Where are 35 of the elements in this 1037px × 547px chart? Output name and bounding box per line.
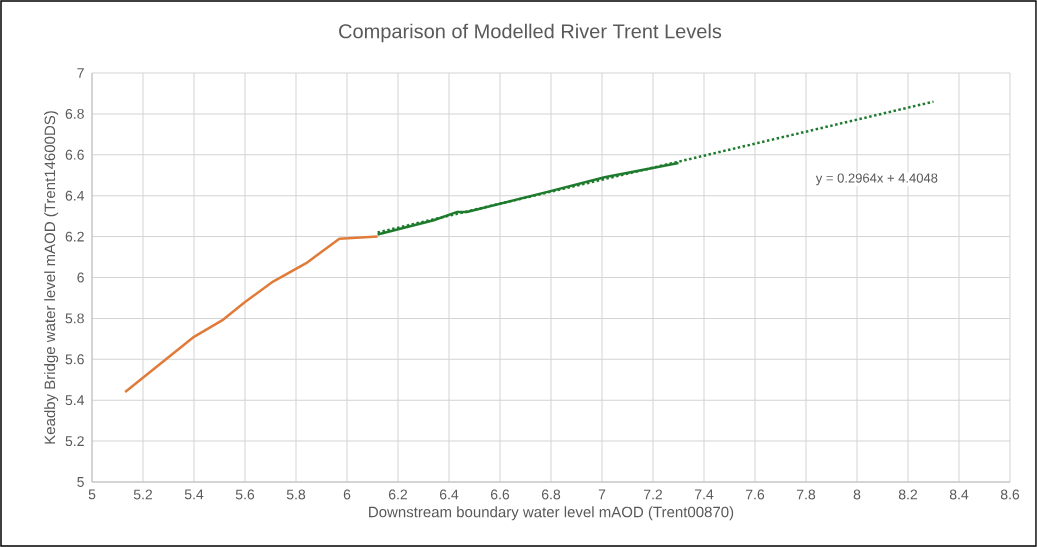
annotation: y = 0.2964x + 4.4048 xyxy=(815,173,938,186)
x-tick-label: 6.4 xyxy=(439,489,459,500)
x-tick-label: 7.4 xyxy=(694,489,714,500)
x-tick-label: 8.6 xyxy=(1000,489,1020,500)
x-tick-label: 5 xyxy=(88,489,96,500)
y-axis-title: Keadby Bridge water level mAOD (Trent14600DS) xyxy=(44,111,59,444)
x-tick-label: 8.2 xyxy=(898,489,918,500)
y-tick-label: 6.8 xyxy=(65,108,84,119)
y-tick-label: 6.2 xyxy=(65,231,84,242)
y-tick-label: 5.6 xyxy=(65,354,84,365)
y-tick-label: 5.2 xyxy=(65,436,84,447)
line-series xyxy=(123,235,379,394)
x-tick-label: 5.8 xyxy=(286,489,306,500)
y-tick-label: 7 xyxy=(77,68,84,78)
y-tick-label: 5.4 xyxy=(65,395,85,406)
x-tick-label: 5.2 xyxy=(133,489,153,500)
y-tick-label: 6 xyxy=(77,272,84,283)
x-tick-label: 6.2 xyxy=(388,489,408,500)
y-tick-label: 5.8 xyxy=(65,313,84,324)
chart-title: Comparison of Modelled River Trent Levels xyxy=(339,23,722,43)
x-tick-label: 6.6 xyxy=(490,489,510,500)
x-tick-label: 8.4 xyxy=(949,489,969,500)
y-tick-label: 6.6 xyxy=(65,149,84,160)
x-tick-label: 6.8 xyxy=(541,489,561,500)
x-tick-label: 7.8 xyxy=(796,489,816,500)
x-axis-title: Downstream boundary water level mAOD (Trent00870) xyxy=(369,506,734,521)
x-tick-label: 5.4 xyxy=(184,489,204,500)
x-tick-label: 6 xyxy=(343,489,351,500)
x-tick-label: 8 xyxy=(853,489,861,500)
x-tick-label: 7 xyxy=(598,489,606,500)
y-tick-label: 6.4 xyxy=(65,190,85,201)
y-tick-label: 5 xyxy=(77,477,84,487)
x-tick-label: 7.6 xyxy=(745,489,765,500)
x-tick-label: 5.6 xyxy=(235,489,255,500)
x-tick-label: 7.2 xyxy=(643,489,663,500)
